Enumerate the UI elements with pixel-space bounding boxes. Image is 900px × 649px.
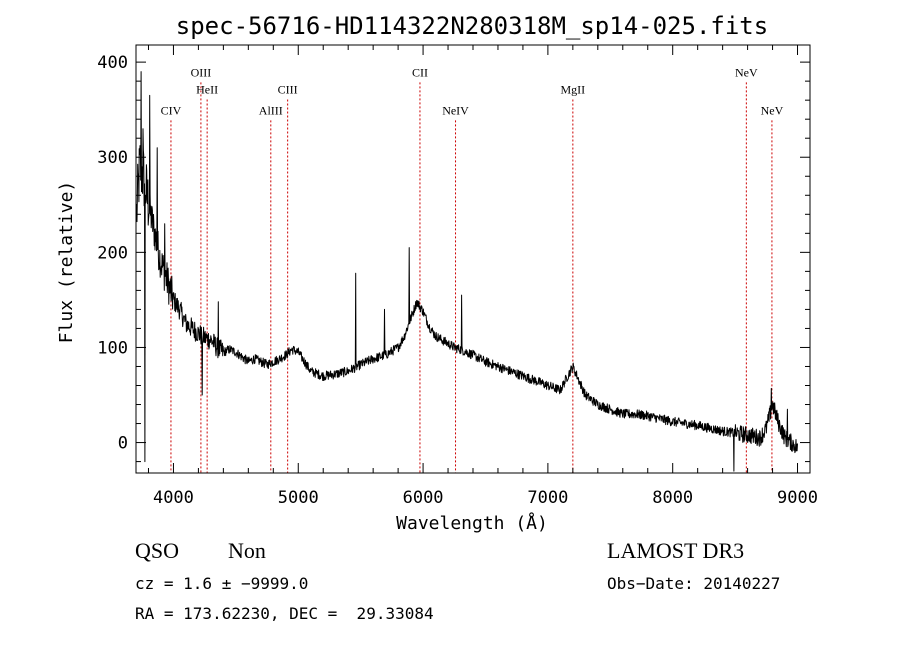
- x-tick-label: 5000: [278, 488, 319, 508]
- redshift-readout: cz = 1.6 ± −9999.0: [135, 574, 309, 593]
- plot-frame: [135, 44, 811, 474]
- emission-line-label: CIV: [161, 103, 182, 117]
- emission-line-label: MgII: [561, 83, 586, 97]
- observation-date: Obs−Date: 20140227: [607, 574, 781, 593]
- emission-line-label: CIII: [278, 83, 298, 97]
- emission-line-markers: CIV OIII HeII AlIII CIII CII NeIV MgII NeV NeV: [161, 65, 784, 473]
- coordinates-readout: RA = 173.62230, DEC = 29.33084: [135, 604, 434, 623]
- survey-name: LAMOST DR3: [607, 538, 745, 563]
- y-tick-label: 300: [97, 148, 128, 168]
- x-tick-label: 9000: [777, 488, 818, 508]
- x-tick-label: 7000: [527, 488, 568, 508]
- object-subclass: Non: [228, 538, 266, 563]
- y-tick-label: 0: [118, 434, 128, 454]
- object-class: QSO: [135, 538, 180, 563]
- emission-line-label: AlIII: [259, 103, 283, 117]
- emission-line-label: NeIV: [442, 103, 469, 117]
- x-tick-label: 6000: [403, 488, 444, 508]
- emission-line-label: CII: [412, 65, 428, 79]
- y-tick-label: 400: [97, 53, 128, 73]
- y-tick-label: 100: [97, 338, 128, 358]
- axis-ticks: 4000 5000 6000 7000 8000 9000 0 100 200 300 400: [97, 45, 818, 508]
- emission-line-label: OIII: [191, 65, 212, 79]
- x-axis-label: Wavelength (Å): [396, 512, 548, 534]
- spectrum-series: [136, 71, 798, 472]
- x-tick-label: 8000: [652, 488, 693, 508]
- y-tick-label: 200: [97, 243, 128, 263]
- emission-line-label: HeII: [196, 83, 218, 97]
- spectrum-line: [136, 71, 798, 472]
- y-axis-label: Flux (relative): [56, 181, 77, 344]
- chart-title: spec-56716-HD114322N280318M_sp14-025.fit…: [176, 12, 768, 40]
- x-tick-label: 4000: [153, 488, 194, 508]
- emission-line-label: NeV: [761, 103, 784, 117]
- emission-line-label: NeV: [735, 65, 758, 79]
